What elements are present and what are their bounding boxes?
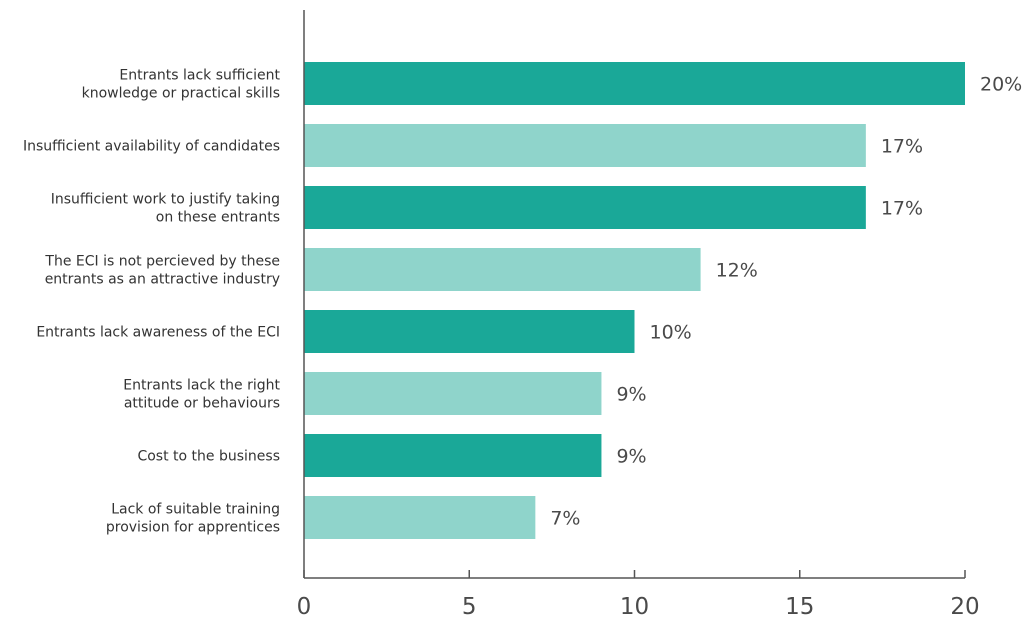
category-label-line: Cost to the business <box>137 449 280 465</box>
value-label-4: 12% <box>716 260 758 282</box>
category-label-line: entrants as an attractive industry <box>45 272 280 288</box>
category-label-line: attitude or behaviours <box>124 396 280 412</box>
bar-5 <box>304 310 635 353</box>
category-label-7: Cost to the business <box>137 449 280 465</box>
category-label-2: Insufficient availability of candidates <box>23 139 280 155</box>
category-label-1: Entrants lack sufficient knowledge or pra… <box>82 68 281 102</box>
x-tick-label-5: 5 <box>462 594 477 620</box>
bar-7 <box>304 434 602 477</box>
category-label-line: Insufficient availability of candidates <box>23 139 280 155</box>
bar-6 <box>304 372 602 415</box>
category-label-3: Insufficient work to justify taking on th… <box>51 192 280 226</box>
category-label-5: Entrants lack awareness of the ECI <box>36 325 280 341</box>
value-label-2: 17% <box>881 136 923 158</box>
category-label-line: knowledge or practical skills <box>82 86 280 102</box>
value-label-1: 20% <box>980 74 1022 96</box>
bars-group <box>304 62 965 539</box>
category-label-line: Entrants lack awareness of the ECI <box>36 325 280 341</box>
category-label-line: Entrants lack the right <box>123 378 280 394</box>
value-label-8: 7% <box>550 508 580 530</box>
category-label-line: Lack of suitable training <box>111 502 280 518</box>
value-labels-group: 20% 17% 17% 12% 10% 9% 9% 7% <box>550 74 1022 530</box>
category-label-6: Entrants lack the right attitude or behav… <box>123 378 280 412</box>
category-label-line: Insufficient work to justify taking <box>51 192 280 208</box>
x-tick-label-0: 0 <box>297 594 312 620</box>
bar-2 <box>304 124 866 167</box>
bar-8 <box>304 496 536 539</box>
category-label-line: The ECI is not percieved by these <box>44 254 280 270</box>
category-label-line: provision for apprentices <box>106 520 280 536</box>
x-tick-label-20: 20 <box>950 594 979 620</box>
category-label-line: on these entrants <box>156 210 280 226</box>
category-label-8: Lack of suitable training provision for a… <box>106 502 280 536</box>
value-label-5: 10% <box>650 322 692 344</box>
value-label-3: 17% <box>881 198 923 220</box>
bar-3 <box>304 186 866 229</box>
category-label-4: The ECI is not percieved by these entrant… <box>44 254 280 288</box>
value-label-7: 9% <box>616 446 646 468</box>
category-labels-group: Entrants lack sufficient knowledge or pra… <box>23 68 281 536</box>
bar-1 <box>304 62 965 105</box>
x-ticks-group: 0 5 10 15 20 <box>297 570 980 620</box>
bar-4 <box>304 248 701 291</box>
x-tick-label-10: 10 <box>620 594 649 620</box>
x-tick-label-15: 15 <box>785 594 814 620</box>
category-label-line: Entrants lack sufficient <box>119 68 280 84</box>
value-label-6: 9% <box>616 384 646 406</box>
